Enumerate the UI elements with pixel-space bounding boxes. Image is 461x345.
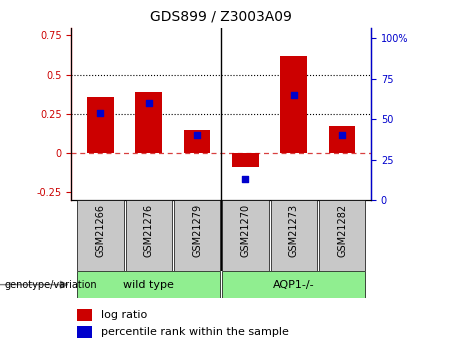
Bar [184, 129, 210, 153]
Bar [77, 308, 92, 321]
Bar [271, 200, 317, 271]
Text: percentile rank within the sample: percentile rank within the sample [101, 327, 290, 337]
Bar [77, 200, 124, 271]
Bar [174, 200, 220, 271]
Text: GSM21282: GSM21282 [337, 204, 347, 257]
Text: log ratio: log ratio [101, 309, 148, 319]
Bar [77, 326, 92, 338]
Bar [329, 126, 355, 153]
Bar [232, 153, 259, 167]
Text: GSM21273: GSM21273 [289, 204, 299, 257]
Point [242, 176, 249, 182]
Point [290, 92, 297, 98]
Bar [125, 200, 172, 271]
Text: genotype/variation: genotype/variation [5, 280, 97, 289]
Point [194, 132, 201, 138]
Title: GDS899 / Z3003A09: GDS899 / Z3003A09 [150, 10, 292, 24]
Bar [222, 271, 365, 298]
Text: AQP1-/-: AQP1-/- [273, 280, 314, 289]
Bar [280, 56, 307, 153]
Bar [136, 92, 162, 153]
Bar [77, 271, 220, 298]
Text: GSM21266: GSM21266 [95, 204, 106, 257]
Bar [222, 200, 269, 271]
Point [338, 132, 346, 138]
Point [145, 100, 153, 106]
Text: wild type: wild type [124, 280, 174, 289]
Point [97, 110, 104, 116]
Text: GSM21279: GSM21279 [192, 204, 202, 257]
Text: GSM21276: GSM21276 [144, 204, 154, 257]
Text: GSM21270: GSM21270 [241, 204, 250, 257]
Bar [319, 200, 365, 271]
Bar [87, 97, 114, 153]
